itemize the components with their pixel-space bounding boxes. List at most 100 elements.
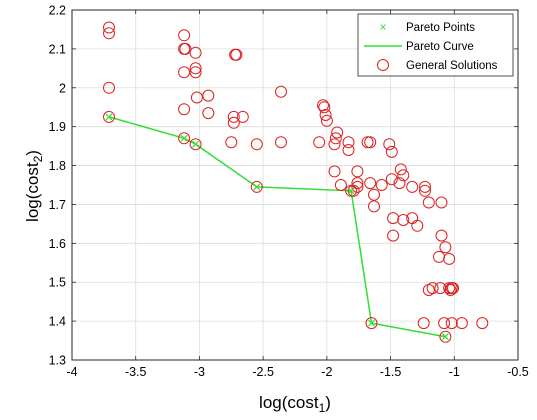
y-tick-label: 1.4 [49,315,66,329]
general-solution-point [236,110,249,123]
y-tick-label: 1.8 [49,159,66,173]
x-tick-label: -1.5 [380,365,402,379]
axis-ticks: -4 -3.5 -3 -2.5 -2 -1.5 -1 -0.5 1.3 1.4 1.5 1.6 1.7 1… [49,4,529,380]
general-solution-point [103,110,115,123]
x-tick-label: -2 [321,365,332,379]
x-tick-label: -4 [66,365,77,379]
y-tick-label: 1.6 [49,237,66,251]
general-solution-point [334,179,347,191]
y-tick-label: 1.3 [49,354,66,368]
x-tick-label: -1 [449,365,460,379]
general-solution-point [331,126,344,139]
general-solution-point [385,145,398,158]
general-solution-point [393,177,406,190]
general-solution-point [250,180,263,193]
pareto-point [368,319,375,327]
general-solution-point [329,132,342,145]
general-solution-point [320,114,333,127]
general-solution-point [435,196,448,209]
general-solution-point [202,89,215,102]
legend-box [357,13,514,77]
general-solution-point [230,48,243,61]
general-solution-point [189,138,202,151]
x-tick-label: -0.5 [507,365,529,379]
general-solution-point [178,29,191,42]
general-solution-point [342,136,355,149]
pareto-point [192,140,200,148]
general-solution-point [443,252,456,265]
pareto-point [105,113,113,121]
general-solution-point [417,317,430,330]
general-solution-point [351,180,364,193]
plot-area [71,9,519,361]
general-solution-point [328,165,341,178]
legend-entry-pareto-points: × Pareto Points [379,20,475,34]
x-tick-label: -3.5 [125,365,147,379]
x-tick-label: -3 [194,365,205,379]
legend-label: Pareto Curve [406,41,474,53]
general-solution-point [189,62,202,75]
y-tick-label: 1.7 [49,198,66,212]
general-solution-point [103,81,115,94]
general-solution-point [476,317,489,330]
y-tick-label: 1.9 [49,120,66,134]
general-solution-point [406,180,419,193]
legend-label: Pareto Points [406,22,475,34]
general-solution-point [179,42,192,55]
pareto-point [441,333,449,341]
general-solution-point [411,219,424,232]
pareto-curve-line [108,116,446,338]
legend-entry-pareto-curve: Pareto Curve [364,41,474,53]
pareto-point [347,187,355,195]
general-solution-point [250,138,263,151]
legend-x-marker: × [379,20,386,34]
general-solution-point [347,184,360,197]
general-solution-point [190,91,203,104]
general-solution-point [317,99,329,112]
general-solution-point [387,212,400,225]
general-solution-point [189,46,202,59]
general-solution-point [345,184,358,197]
pareto-point [253,183,261,191]
general-solution-point [178,132,191,145]
general-solution-point [419,180,431,193]
legend-circle-marker [377,59,389,71]
general-solution-point [351,177,364,190]
general-solution-point [438,317,451,330]
general-solution-point [178,103,191,116]
general-solution-point [361,136,374,149]
general-solution-point [227,116,240,129]
general-solution-point [351,165,364,178]
general-solution-point [445,317,458,330]
y-tick-label: 1.5 [49,276,66,290]
general-solution-point [375,179,388,191]
general-solution-point [202,107,215,120]
pareto-point-markers [105,113,449,341]
x-tick-label: -2.5 [252,365,274,379]
general-solution-point [225,136,238,149]
y-axis-label: log(cost2) [23,150,45,222]
general-solution-point [439,241,452,254]
general-solution-point [422,196,435,209]
general-solution-point [447,282,459,295]
general-solution-point [318,101,331,114]
general-solution-point [328,138,341,151]
general-solution-point [422,284,435,296]
general-solution-point [227,110,240,123]
general-solution-point [319,109,332,121]
general-solution-point [443,282,456,295]
legend-label: General Solutions [406,60,498,72]
general-solution-point [387,229,400,242]
general-solutions-markers [103,21,489,343]
general-solution-point [364,136,377,149]
general-solution-point [433,250,445,263]
legend: × Pareto Points Pareto Curve General Sol… [357,13,514,77]
general-solution-point [103,21,115,34]
general-solution-point [342,144,355,156]
pareto-point [180,134,188,142]
pareto-curve [108,116,446,338]
general-solution-point [189,66,202,79]
general-solution-point [275,136,287,149]
general-solution-point [397,214,410,226]
